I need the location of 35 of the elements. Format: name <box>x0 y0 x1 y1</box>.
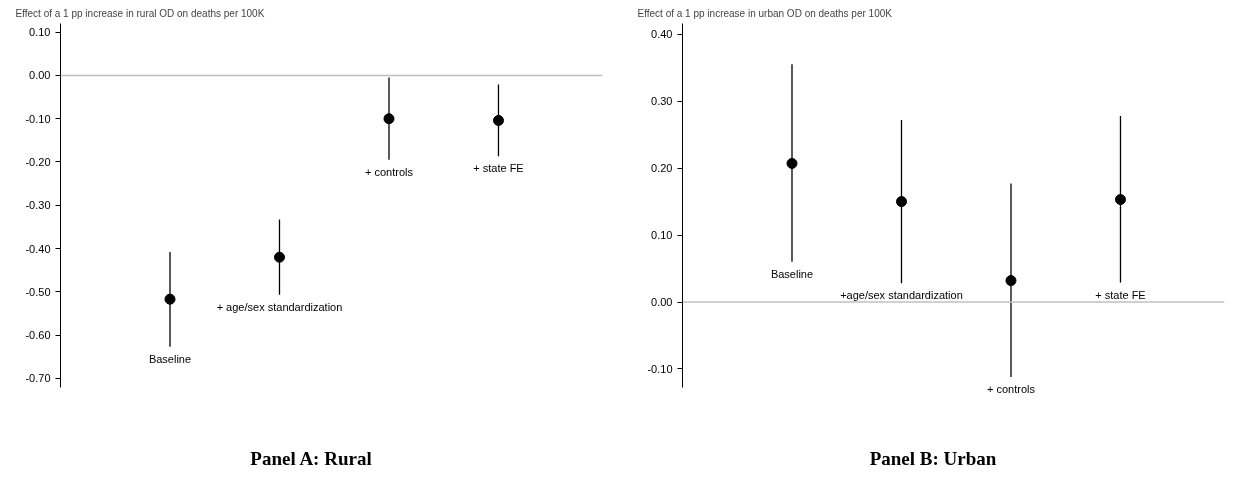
y-tick-label: -0.10 <box>25 112 51 125</box>
x-tick-label: + age/sex standardization <box>216 300 343 313</box>
y-axis-title: Effect of a 1 pp increase in urban OD on deaths per 100K <box>637 7 893 19</box>
point <box>1114 194 1126 206</box>
text: Panel A: Rural <box>250 447 372 471</box>
point <box>273 251 285 263</box>
y-tick-label: 0.00 <box>29 69 51 82</box>
point <box>383 113 395 125</box>
text: Panel B: Urban <box>869 447 997 471</box>
y-tick-label: 0.40 <box>651 28 673 41</box>
y-tick-label: -0.40 <box>25 242 51 255</box>
point <box>895 196 907 208</box>
point <box>786 157 798 169</box>
point <box>492 114 504 126</box>
y-tick-label: -0.70 <box>25 372 51 385</box>
x-tick-label: +age/sex standardization <box>840 289 963 302</box>
x-tick-label: Baseline <box>148 352 192 365</box>
x-tick-label: + controls <box>986 383 1036 396</box>
x-tick-label: + controls <box>364 165 414 178</box>
y-tick-label: -0.60 <box>25 329 51 342</box>
point <box>1005 275 1017 287</box>
y-tick-label: -0.30 <box>25 199 51 212</box>
y-axis-title: Effect of a 1 pp increase in rural OD on deaths per 100K <box>15 7 265 19</box>
x-tick-label: + state FE <box>1095 288 1146 301</box>
y-tick-label: 0.10 <box>29 26 51 39</box>
y-tick-label: -0.20 <box>25 156 51 168</box>
y-tick-label: 0.30 <box>651 95 673 108</box>
point <box>164 293 176 305</box>
x-tick-label: Baseline <box>770 267 814 280</box>
y-tick-label: -0.10 <box>647 362 673 375</box>
y-tick-label: -0.50 <box>25 285 51 298</box>
y-tick-label: 0.10 <box>651 229 673 242</box>
y-tick-label: 0.20 <box>651 162 673 175</box>
x-tick-label: + state FE <box>473 162 524 175</box>
y-tick-label: 0.00 <box>651 296 673 309</box>
